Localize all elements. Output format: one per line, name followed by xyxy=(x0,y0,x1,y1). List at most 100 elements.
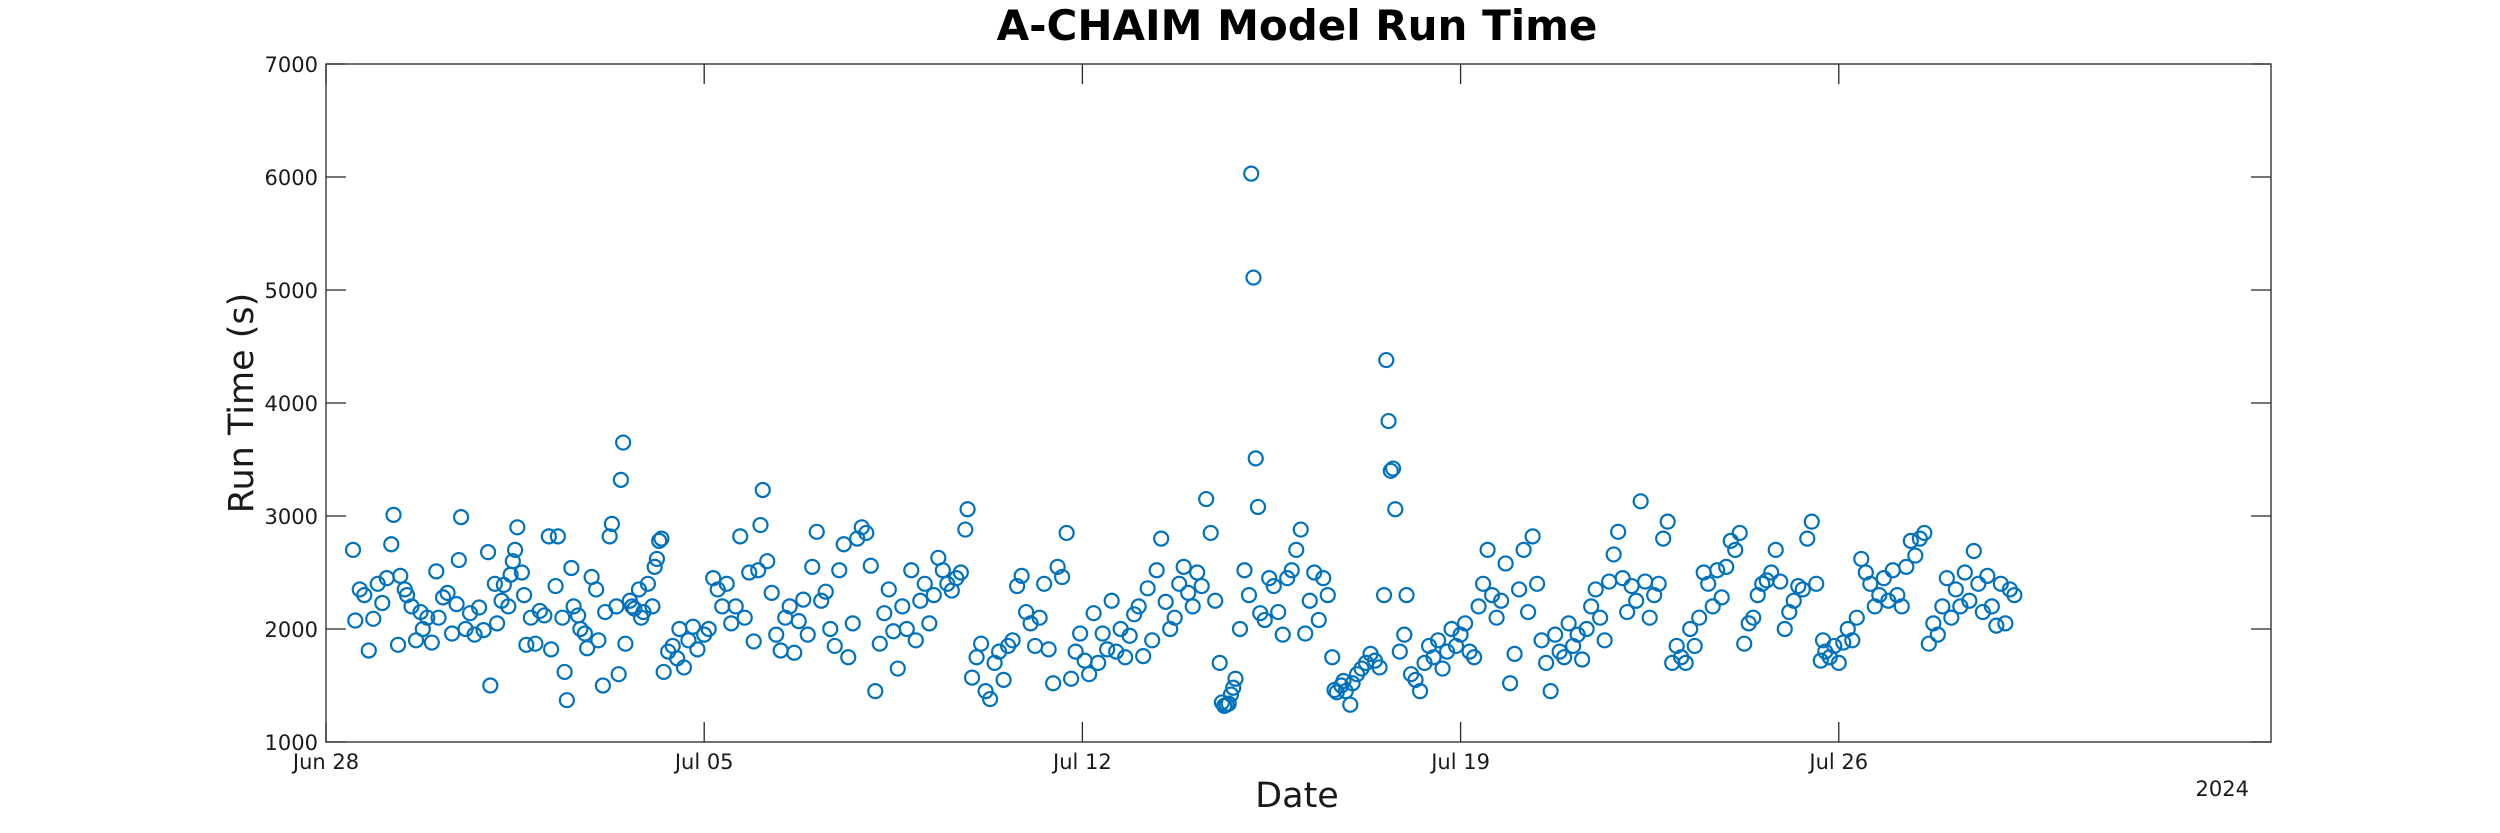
data-point xyxy=(885,623,902,640)
data-point xyxy=(1772,573,1789,590)
data-point xyxy=(1225,679,1242,696)
data-point xyxy=(527,635,544,652)
data-point xyxy=(360,642,377,659)
data-point xyxy=(1862,575,1879,592)
data-point xyxy=(934,562,951,579)
data-point xyxy=(732,528,749,545)
data-point xyxy=(1236,562,1253,579)
data-point xyxy=(876,605,893,622)
data-point xyxy=(470,599,488,616)
data-point xyxy=(504,553,521,570)
data-point xyxy=(1803,513,1820,530)
x-axis-label: Date xyxy=(1255,776,1339,816)
y-tick-label: 6000 xyxy=(265,166,318,190)
data-point xyxy=(1794,581,1811,598)
data-point xyxy=(995,671,1012,688)
data-point xyxy=(1009,577,1026,595)
data-point xyxy=(2006,586,2023,604)
data-point xyxy=(383,536,400,553)
data-point xyxy=(1013,567,1030,584)
data-point xyxy=(867,683,884,700)
data-point xyxy=(479,544,497,561)
data-point xyxy=(1391,643,1408,660)
data-point xyxy=(1288,541,1305,559)
data-point xyxy=(1506,645,1523,662)
y-tick-label: 2000 xyxy=(265,618,318,642)
data-point xyxy=(513,564,530,581)
data-point xyxy=(1180,584,1197,601)
data-point xyxy=(1090,654,1107,672)
data-point xyxy=(768,626,785,643)
data-point xyxy=(680,632,697,649)
data-point xyxy=(1704,598,1721,615)
data-point xyxy=(356,586,373,604)
x-tick-label: Jul 19 xyxy=(1429,750,1490,774)
data-point xyxy=(959,501,976,518)
data-point xyxy=(466,626,483,643)
data-point xyxy=(482,677,499,694)
data-point xyxy=(1270,603,1287,621)
data-point xyxy=(1713,589,1730,606)
data-point xyxy=(612,471,630,488)
data-point xyxy=(1956,564,1973,581)
data-point xyxy=(1429,632,1447,649)
data-point xyxy=(1040,641,1057,658)
data-point xyxy=(907,632,924,649)
data-point xyxy=(601,528,618,545)
data-point xyxy=(1103,592,1120,609)
data-point xyxy=(1474,575,1492,592)
data-point xyxy=(1279,570,1296,587)
data-point xyxy=(1812,652,1829,669)
data-point xyxy=(1835,634,1852,651)
data-point xyxy=(795,591,812,608)
y-tick-label: 1000 xyxy=(265,731,318,755)
data-point xyxy=(840,649,857,666)
data-point xyxy=(831,562,848,579)
data-point xyxy=(894,598,911,615)
data-point xyxy=(516,586,533,604)
data-point xyxy=(1465,649,1483,666)
data-point xyxy=(1929,626,1946,643)
data-point xyxy=(615,434,632,451)
data-point xyxy=(1315,570,1332,587)
data-point xyxy=(1493,592,1510,609)
data-point xyxy=(509,519,526,536)
data-point xyxy=(347,612,364,629)
data-point xyxy=(1677,654,1694,672)
data-point xyxy=(563,559,580,577)
data-point xyxy=(1641,609,1658,626)
data-point xyxy=(1691,609,1708,626)
data-point xyxy=(1434,660,1451,677)
data-point xyxy=(486,575,503,592)
data-point xyxy=(452,509,470,526)
data-point xyxy=(790,612,807,630)
data-point xyxy=(610,666,627,683)
data-point xyxy=(684,618,702,635)
data-point xyxy=(450,551,467,569)
data-point xyxy=(639,575,657,592)
data-point xyxy=(1614,570,1631,587)
data-point xyxy=(392,567,409,584)
data-point xyxy=(925,586,942,604)
data-point xyxy=(1637,573,1654,590)
axis-ticks: 1000 2000 3000 4000 5000 6000 7000 Jun 28 Jul 05… xyxy=(265,53,2271,774)
data-point xyxy=(648,550,666,568)
data-point xyxy=(1054,568,1071,586)
data-point xyxy=(1283,562,1300,579)
data-point xyxy=(912,592,929,609)
data-point xyxy=(588,581,605,598)
data-point xyxy=(1578,620,1595,638)
data-point xyxy=(1470,598,1487,615)
data-point xyxy=(1970,575,1987,592)
data-point xyxy=(972,635,990,652)
x-tick-label: Jul 12 xyxy=(1051,750,1112,774)
data-point xyxy=(554,609,571,626)
data-point xyxy=(1520,603,1537,621)
data-point xyxy=(1826,637,1843,655)
data-point xyxy=(1524,528,1541,545)
data-point xyxy=(1938,570,1955,587)
data-point xyxy=(1117,649,1134,666)
data-point xyxy=(646,558,663,575)
data-point xyxy=(1853,550,1870,568)
